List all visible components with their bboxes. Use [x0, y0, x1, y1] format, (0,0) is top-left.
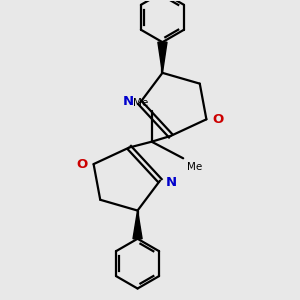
- Text: Me: Me: [133, 98, 148, 108]
- Text: O: O: [76, 158, 88, 171]
- Text: Me: Me: [187, 162, 202, 172]
- Polygon shape: [133, 211, 142, 239]
- Text: O: O: [212, 113, 224, 126]
- Polygon shape: [158, 42, 167, 73]
- Text: N: N: [123, 94, 134, 108]
- Text: N: N: [166, 176, 177, 189]
